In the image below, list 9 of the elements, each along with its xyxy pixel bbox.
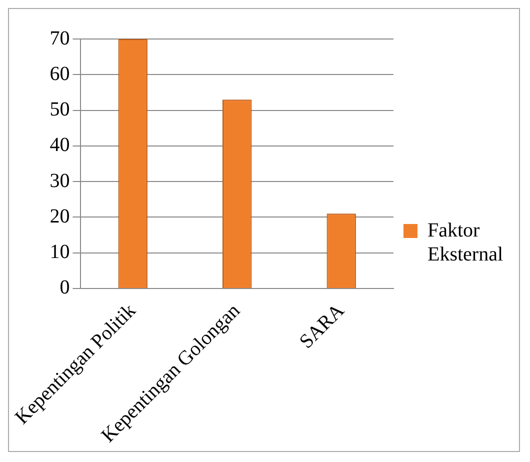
y-tick-label: 30 bbox=[50, 170, 70, 192]
y-tick-label: 60 bbox=[50, 62, 70, 85]
legend-label: Faktor Eksternal bbox=[427, 219, 504, 266]
y-tick-label: 20 bbox=[50, 205, 70, 228]
y-tick-label: 70 bbox=[50, 27, 70, 50]
y-tick-label: 40 bbox=[50, 134, 70, 156]
y-tick-label: 50 bbox=[50, 98, 70, 121]
y-tick-label: 10 bbox=[50, 241, 70, 264]
y-tick-label: 0 bbox=[60, 276, 70, 299]
